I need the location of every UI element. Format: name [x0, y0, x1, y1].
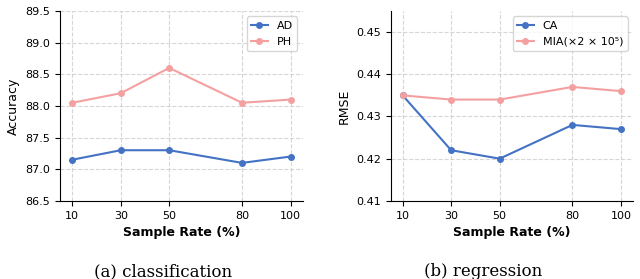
- MIA(×2 × 10⁵): [496, 98, 504, 101]
- X-axis label: Sample Rate (%): Sample Rate (%): [123, 226, 240, 239]
- CA: [447, 148, 455, 152]
- Line: MIA(×2 × 10⁵): MIA(×2 × 10⁵): [400, 84, 624, 102]
- PH: [68, 101, 76, 104]
- MIA(×2 × 10⁵): [617, 90, 625, 93]
- CA: [617, 128, 625, 131]
- CA: [399, 94, 406, 97]
- CA: [568, 123, 576, 127]
- MIA(×2 × 10⁵): [568, 85, 576, 89]
- X-axis label: Sample Rate (%): Sample Rate (%): [453, 226, 570, 239]
- CA: [496, 157, 504, 160]
- MIA(×2 × 10⁵): [399, 94, 406, 97]
- PH: [165, 66, 173, 69]
- AD: [68, 158, 76, 161]
- AD: [165, 148, 173, 152]
- AD: [287, 155, 294, 158]
- Legend: CA, MIA(×2 × 10⁵): CA, MIA(×2 × 10⁵): [513, 16, 627, 51]
- Text: (b) regression: (b) regression: [424, 263, 542, 279]
- Line: AD: AD: [70, 148, 293, 166]
- Text: (a) classification: (a) classification: [94, 263, 232, 279]
- PH: [287, 98, 294, 101]
- PH: [238, 101, 246, 104]
- Line: CA: CA: [400, 93, 624, 162]
- Y-axis label: Accuracy: Accuracy: [7, 77, 20, 134]
- MIA(×2 × 10⁵): [447, 98, 455, 101]
- AD: [117, 148, 125, 152]
- Line: PH: PH: [70, 65, 293, 105]
- AD: [238, 161, 246, 165]
- Legend: AD, PH: AD, PH: [246, 16, 297, 51]
- PH: [117, 92, 125, 95]
- Y-axis label: RMSE: RMSE: [337, 88, 350, 124]
